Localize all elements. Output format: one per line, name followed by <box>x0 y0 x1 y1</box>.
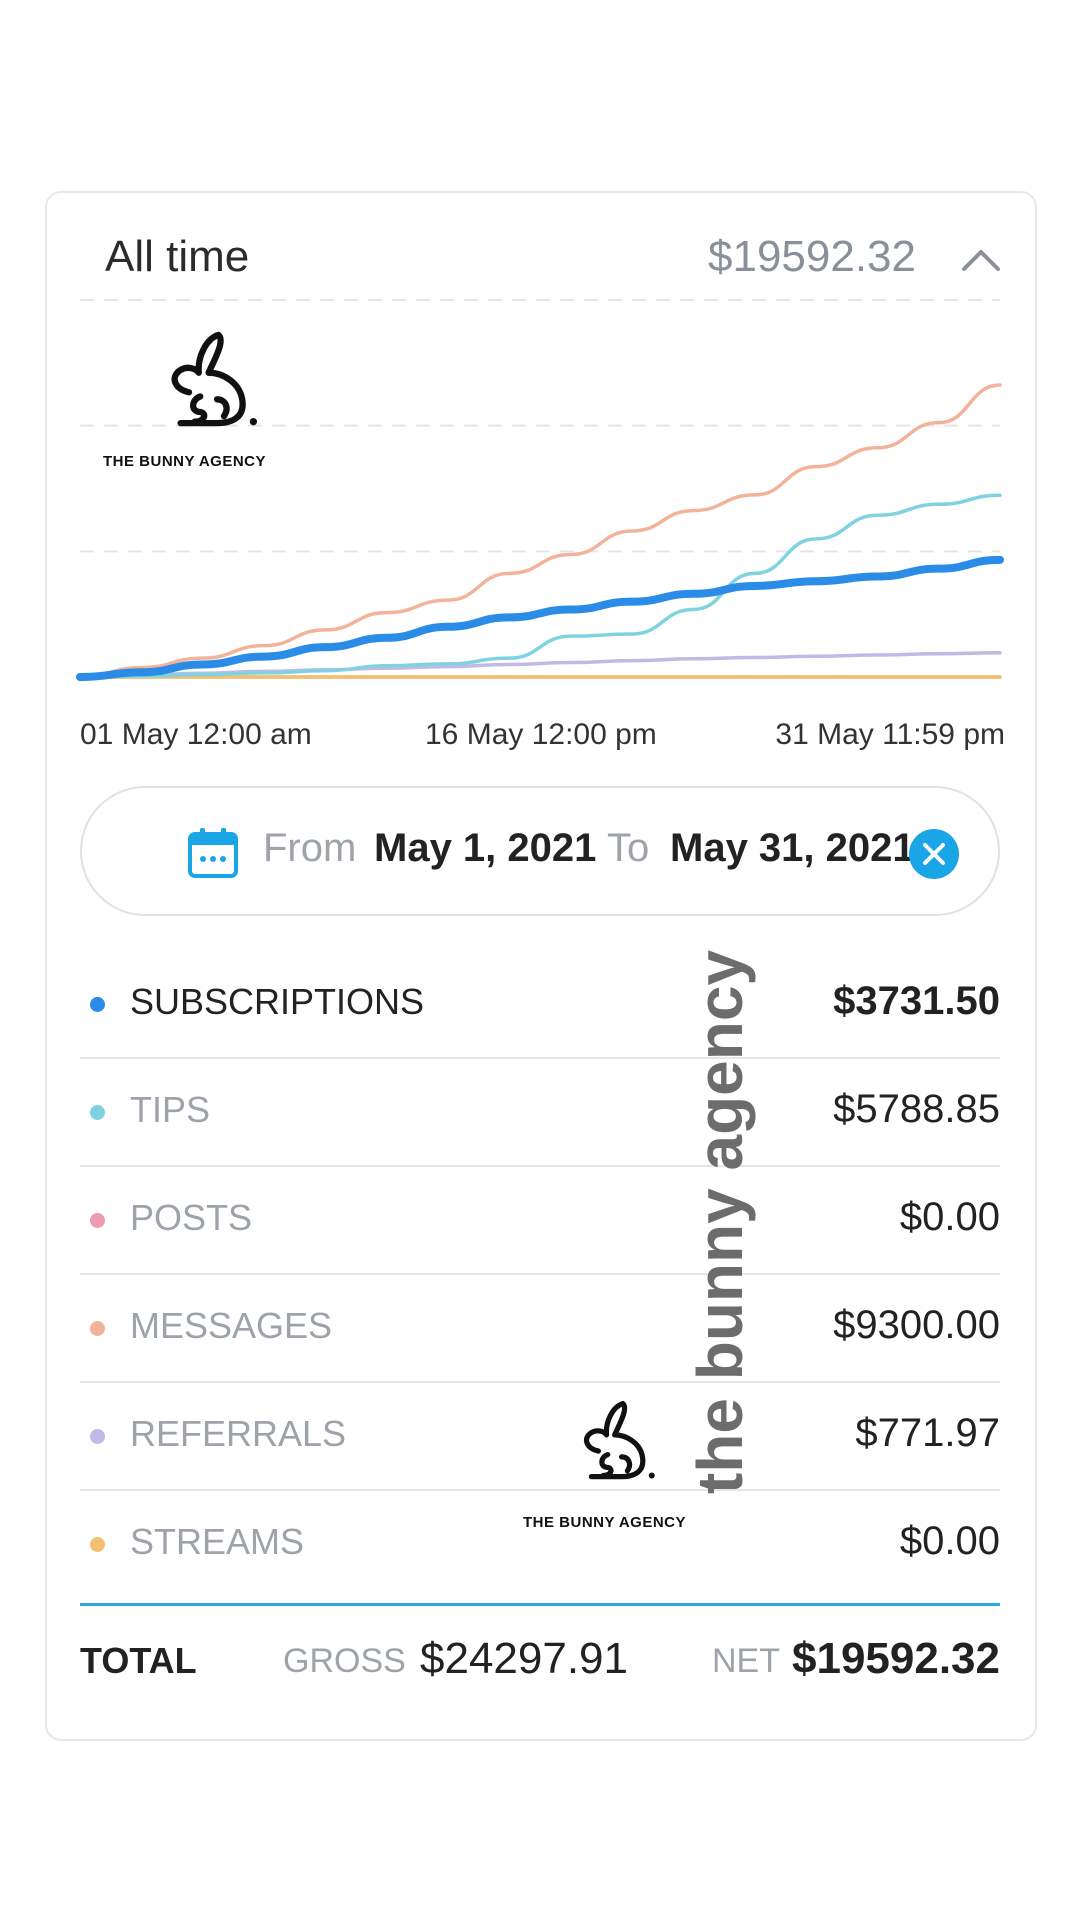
gross-value: $24297.91 <box>420 1634 628 1683</box>
breakdown-label: SUBSCRIPTIONS <box>130 981 425 1022</box>
series-line-tips <box>78 493 1002 679</box>
divider <box>80 1273 1000 1275</box>
divider <box>80 1165 1000 1167</box>
subscriptions-dot <box>90 997 105 1012</box>
divider <box>80 1381 1000 1383</box>
chart-series <box>76 383 1004 681</box>
clear-range-button[interactable] <box>909 829 959 879</box>
breakdown-row-messages: MESSAGES $9300.00 <box>80 1275 1000 1383</box>
to-date[interactable]: May 31, 2021 <box>670 826 915 870</box>
watermark-logo-text: THE BUNNY AGENCY <box>103 453 267 470</box>
rabbit-icon <box>171 331 258 427</box>
chevron-up-icon <box>962 250 1000 271</box>
total-label: TOTAL <box>80 1640 197 1681</box>
divider <box>80 1489 1000 1491</box>
watermark-vertical-text: the bunny agency <box>684 949 756 1495</box>
clear-icon <box>923 843 945 865</box>
series-line-messages <box>78 383 1002 679</box>
gross-label: GROSS <box>283 1642 406 1680</box>
net-label: NET <box>712 1642 780 1680</box>
breakdown-value: $771.97 <box>855 1411 1000 1455</box>
watermark-logo-text: THE BUNNY AGENCY <box>523 1514 687 1531</box>
breakdown-value: $0.00 <box>899 1519 1000 1563</box>
referrals-dot <box>90 1429 105 1444</box>
net-value: $19592.32 <box>792 1634 1000 1683</box>
date-range-picker[interactable] <box>80 786 1000 916</box>
breakdown-row-posts: POSTS $0.00 <box>80 1167 1000 1275</box>
breakdown-label: STREAMS <box>130 1521 305 1562</box>
breakdown-row-referrals: REFERRALS $771.97 <box>80 1383 1000 1491</box>
breakdown-row-subscriptions: SUBSCRIPTIONS $3731.50 <box>80 951 1000 1059</box>
x-tick-label-mid: 16 May 12:00 pm <box>425 718 657 751</box>
breakdown-row-tips: TIPS $5788.85 <box>80 1059 1000 1167</box>
breakdown-label: TIPS <box>130 1089 211 1130</box>
streams-dot <box>90 1537 105 1552</box>
total-divider <box>80 1603 1000 1606</box>
messages-dot <box>90 1321 105 1336</box>
from-date[interactable]: May 1, 2021 <box>374 826 597 870</box>
period-title: All time <box>105 232 250 281</box>
breakdown-value: $5788.85 <box>833 1087 1000 1131</box>
period-total-amount: $19592.32 <box>708 232 916 281</box>
rabbit-icon <box>583 1400 655 1480</box>
x-tick-label-end: 31 May 11:59 pm <box>775 718 1005 751</box>
to-label: To <box>607 826 650 870</box>
x-tick-label-start: 01 May 12:00 am <box>80 718 312 751</box>
breakdown-value: $9300.00 <box>833 1303 1000 1347</box>
series-line-subscriptions <box>76 555 1004 681</box>
breakdown-label: MESSAGES <box>130 1305 333 1346</box>
tips-dot <box>90 1105 105 1120</box>
breakdown-value: $0.00 <box>899 1195 1000 1239</box>
breakdown-row-streams: STREAMS $0.00 <box>80 1491 1000 1599</box>
earnings-chart <box>76 299 1004 681</box>
breakdown-value: $3731.50 <box>833 979 1000 1023</box>
chart-grid <box>80 299 1000 553</box>
breakdown-label: REFERRALS <box>130 1413 347 1454</box>
posts-dot <box>90 1213 105 1228</box>
breakdown-label: POSTS <box>130 1197 253 1238</box>
from-label: From <box>263 826 357 870</box>
divider <box>80 1057 1000 1059</box>
calendar-icon[interactable] <box>187 827 239 879</box>
collapse-button[interactable] <box>958 238 1004 284</box>
